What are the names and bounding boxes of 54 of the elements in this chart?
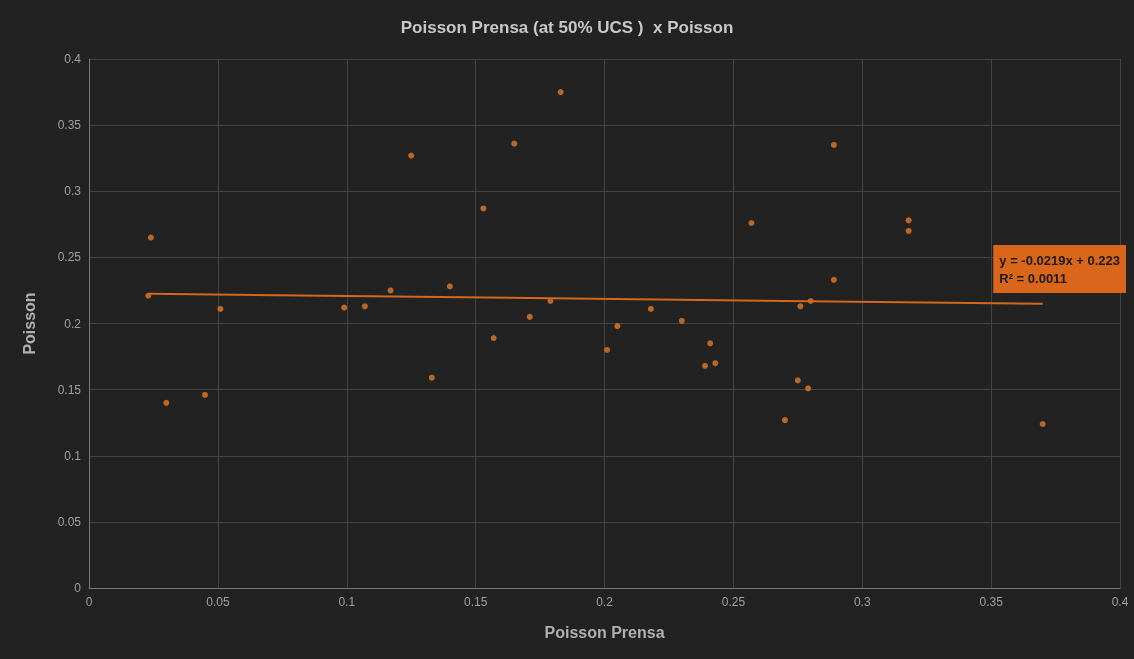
point — [526, 313, 533, 320]
y-tick-label: 0.25 — [57, 250, 82, 265]
point — [797, 303, 804, 310]
point — [647, 305, 654, 312]
point — [408, 152, 415, 159]
x-tick-label: 0.15 — [463, 595, 488, 609]
x-tick-label: 0.1 — [338, 595, 356, 609]
point — [217, 305, 224, 312]
y-tick-label: 0.05 — [57, 514, 82, 529]
point — [748, 219, 755, 226]
chart-title: Poisson Prensa (at 50% UCS ) x Poisson — [400, 18, 734, 37]
point — [428, 374, 435, 381]
x-tick-label: 0.05 — [206, 595, 230, 609]
y-tick-label: 0.35 — [57, 118, 82, 133]
point — [794, 377, 801, 384]
point — [905, 227, 912, 234]
point — [387, 287, 394, 294]
point — [905, 217, 912, 224]
point — [201, 391, 208, 398]
y-tick-label: 0.1 — [64, 448, 82, 463]
point — [678, 317, 685, 324]
point — [805, 385, 812, 392]
y-tick-label: 0 — [74, 581, 82, 595]
point — [1039, 421, 1046, 428]
y-tick-label: 0.2 — [64, 316, 82, 331]
x-tick-label: 0.25 — [721, 595, 746, 609]
point — [604, 346, 611, 353]
y-tick-label: 0.4 — [64, 52, 82, 66]
point — [511, 140, 518, 147]
x-tick-label: 0.2 — [596, 595, 614, 609]
point — [702, 362, 709, 369]
x-axis-title: Poisson Prensa — [544, 623, 665, 641]
x-tick-label: 0.35 — [979, 595, 1004, 609]
point — [712, 360, 719, 367]
point — [557, 89, 564, 96]
point — [341, 304, 348, 311]
point — [614, 323, 621, 330]
annotation: y = -0.0219x + 0.223 R² = 0.0011 — [999, 252, 1121, 286]
y-tick-label: 0.15 — [57, 382, 82, 397]
point — [781, 417, 788, 424]
point — [446, 283, 453, 290]
point — [830, 141, 837, 148]
point — [490, 335, 497, 342]
y-axis-title: Poisson — [20, 292, 38, 355]
point — [480, 205, 487, 212]
point — [361, 303, 368, 310]
x-tick-label: 0.4 — [1111, 595, 1129, 609]
point — [163, 399, 170, 406]
point — [707, 340, 714, 347]
point — [147, 234, 154, 241]
point — [830, 276, 837, 283]
x-tick-label: 0 — [85, 595, 93, 609]
y-tick-label: 0.3 — [64, 184, 82, 199]
x-tick-label: 0.3 — [853, 595, 871, 609]
